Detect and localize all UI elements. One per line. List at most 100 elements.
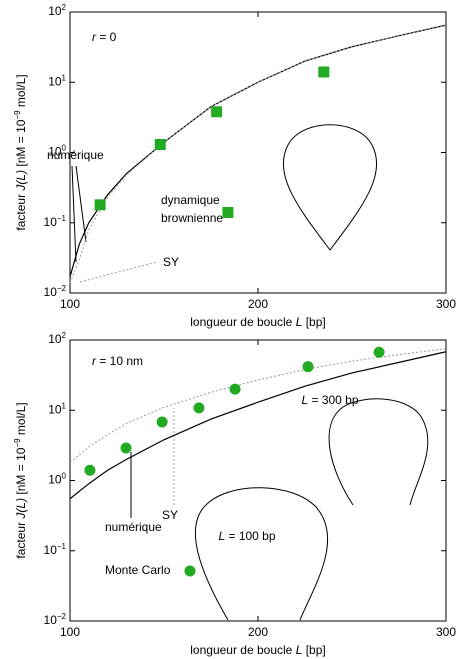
x-tick-label: 200 <box>248 297 268 311</box>
data-point <box>318 66 330 78</box>
y-tick-label: 102 <box>48 3 66 19</box>
data-point <box>193 402 205 414</box>
label-part: = 0 <box>96 30 117 44</box>
tick-exp: −2 <box>57 284 67 293</box>
leader-line <box>79 261 158 283</box>
tick-exp: −2 <box>57 612 67 621</box>
series-line <box>69 351 447 500</box>
series-line <box>69 24 447 277</box>
tick-base: 10 <box>44 215 58 229</box>
tick-exp: 1 <box>62 73 67 82</box>
label-part: mol/L] <box>14 402 28 438</box>
series-label: numérique <box>47 148 104 162</box>
label-part: [nM = 10 <box>14 447 28 498</box>
series-label: Monte Carlo <box>105 563 171 577</box>
legend-marker <box>184 565 196 577</box>
series-label: numérique <box>105 520 162 534</box>
data-point <box>373 346 385 358</box>
label-part: facteur <box>14 519 28 559</box>
series-line <box>69 24 447 283</box>
tick-base: 10 <box>44 613 58 627</box>
label-part: L <box>301 393 308 407</box>
data-point <box>229 383 241 395</box>
y-tick-label: 100 <box>48 471 66 487</box>
series-label: dynamique <box>161 193 220 207</box>
data-point <box>222 206 234 218</box>
label-part: = 100 bp <box>225 529 276 543</box>
tick-exp: 2 <box>62 331 67 340</box>
tick-base: 10 <box>48 145 62 159</box>
label-part: [nM = 10 <box>14 119 28 170</box>
annotation: L = 100 bp <box>218 529 275 543</box>
label-part: [bp] <box>302 643 325 657</box>
leader-line <box>71 165 77 263</box>
label-part: [bp] <box>302 315 325 329</box>
data-point <box>156 416 168 428</box>
x-tick-label: 300 <box>436 297 456 311</box>
data-point <box>94 199 106 211</box>
shapes <box>194 124 429 621</box>
label-part: L <box>296 643 303 657</box>
series-label: SY <box>163 255 179 269</box>
data-point <box>211 106 223 118</box>
y-axis-label: facteur J(L) [nM = 10−9 mol/L] <box>13 402 29 558</box>
data-point <box>84 464 96 476</box>
y-tick-label: 10−2 <box>44 612 67 628</box>
label-part: J(L) <box>14 170 28 192</box>
x-axis-label: longueur de boucle L [bp] <box>190 643 325 657</box>
tick-exp: 0 <box>62 143 67 152</box>
label-part: −9 <box>13 110 22 120</box>
tick-base: 10 <box>44 543 58 557</box>
tick-base: 10 <box>48 402 62 416</box>
tick-base: 10 <box>48 332 62 346</box>
x-tick-label: 100 <box>60 297 80 311</box>
series-label: SY <box>162 508 178 522</box>
loop-shape <box>282 124 378 251</box>
y-tick-label: 101 <box>48 401 66 417</box>
y-axis-label: facteur J(L) [nM = 10−9 mol/L] <box>13 74 29 230</box>
label-part: r <box>92 354 97 368</box>
tick-base: 10 <box>48 473 62 487</box>
data-point <box>302 361 314 373</box>
panel-title: r = 10 nm <box>92 354 143 368</box>
x-tick-label: 100 <box>60 625 80 639</box>
label-part: mol/L] <box>14 74 28 110</box>
tick-exp: 1 <box>62 401 67 410</box>
x-tick-label: 300 <box>436 625 456 639</box>
label-part: facteur <box>14 191 28 231</box>
label-part: = 10 nm <box>96 354 143 368</box>
label-part: L <box>218 529 225 543</box>
data-point <box>120 442 132 454</box>
label-part: L <box>296 315 303 329</box>
label-part: −9 <box>13 438 22 448</box>
y-tick-label: 10−1 <box>44 213 67 229</box>
y-tick-label: 102 <box>48 331 66 347</box>
label-part: longueur de boucle <box>190 315 295 329</box>
data-point <box>154 138 166 150</box>
y-tick-label: 10−2 <box>44 284 67 300</box>
annotation: L = 300 bp <box>301 393 358 407</box>
loop-shape <box>194 487 328 621</box>
loop-shape <box>328 398 429 506</box>
tick-exp: −1 <box>57 213 67 222</box>
tick-base: 10 <box>48 4 62 18</box>
y-tick-label: 10−1 <box>44 541 67 557</box>
tick-base: 10 <box>48 74 62 88</box>
y-tick-label: 101 <box>48 73 66 89</box>
x-axis-label: longueur de boucle L [bp] <box>190 315 325 329</box>
y-tick-label: 100 <box>48 143 66 159</box>
label-part: = 300 bp <box>308 393 359 407</box>
tick-exp: 0 <box>62 471 67 480</box>
plot-frame <box>69 339 447 622</box>
tick-exp: 2 <box>62 3 67 12</box>
series-label: brownienne <box>161 211 223 225</box>
x-tick-label: 200 <box>248 625 268 639</box>
label-part: longueur de boucle <box>190 643 295 657</box>
leader-line <box>75 165 87 243</box>
tick-base: 10 <box>44 285 58 299</box>
tick-exp: −1 <box>57 541 67 550</box>
label-part: J(L) <box>14 498 28 520</box>
label-part: r <box>92 30 97 44</box>
plot-frame <box>69 11 447 294</box>
